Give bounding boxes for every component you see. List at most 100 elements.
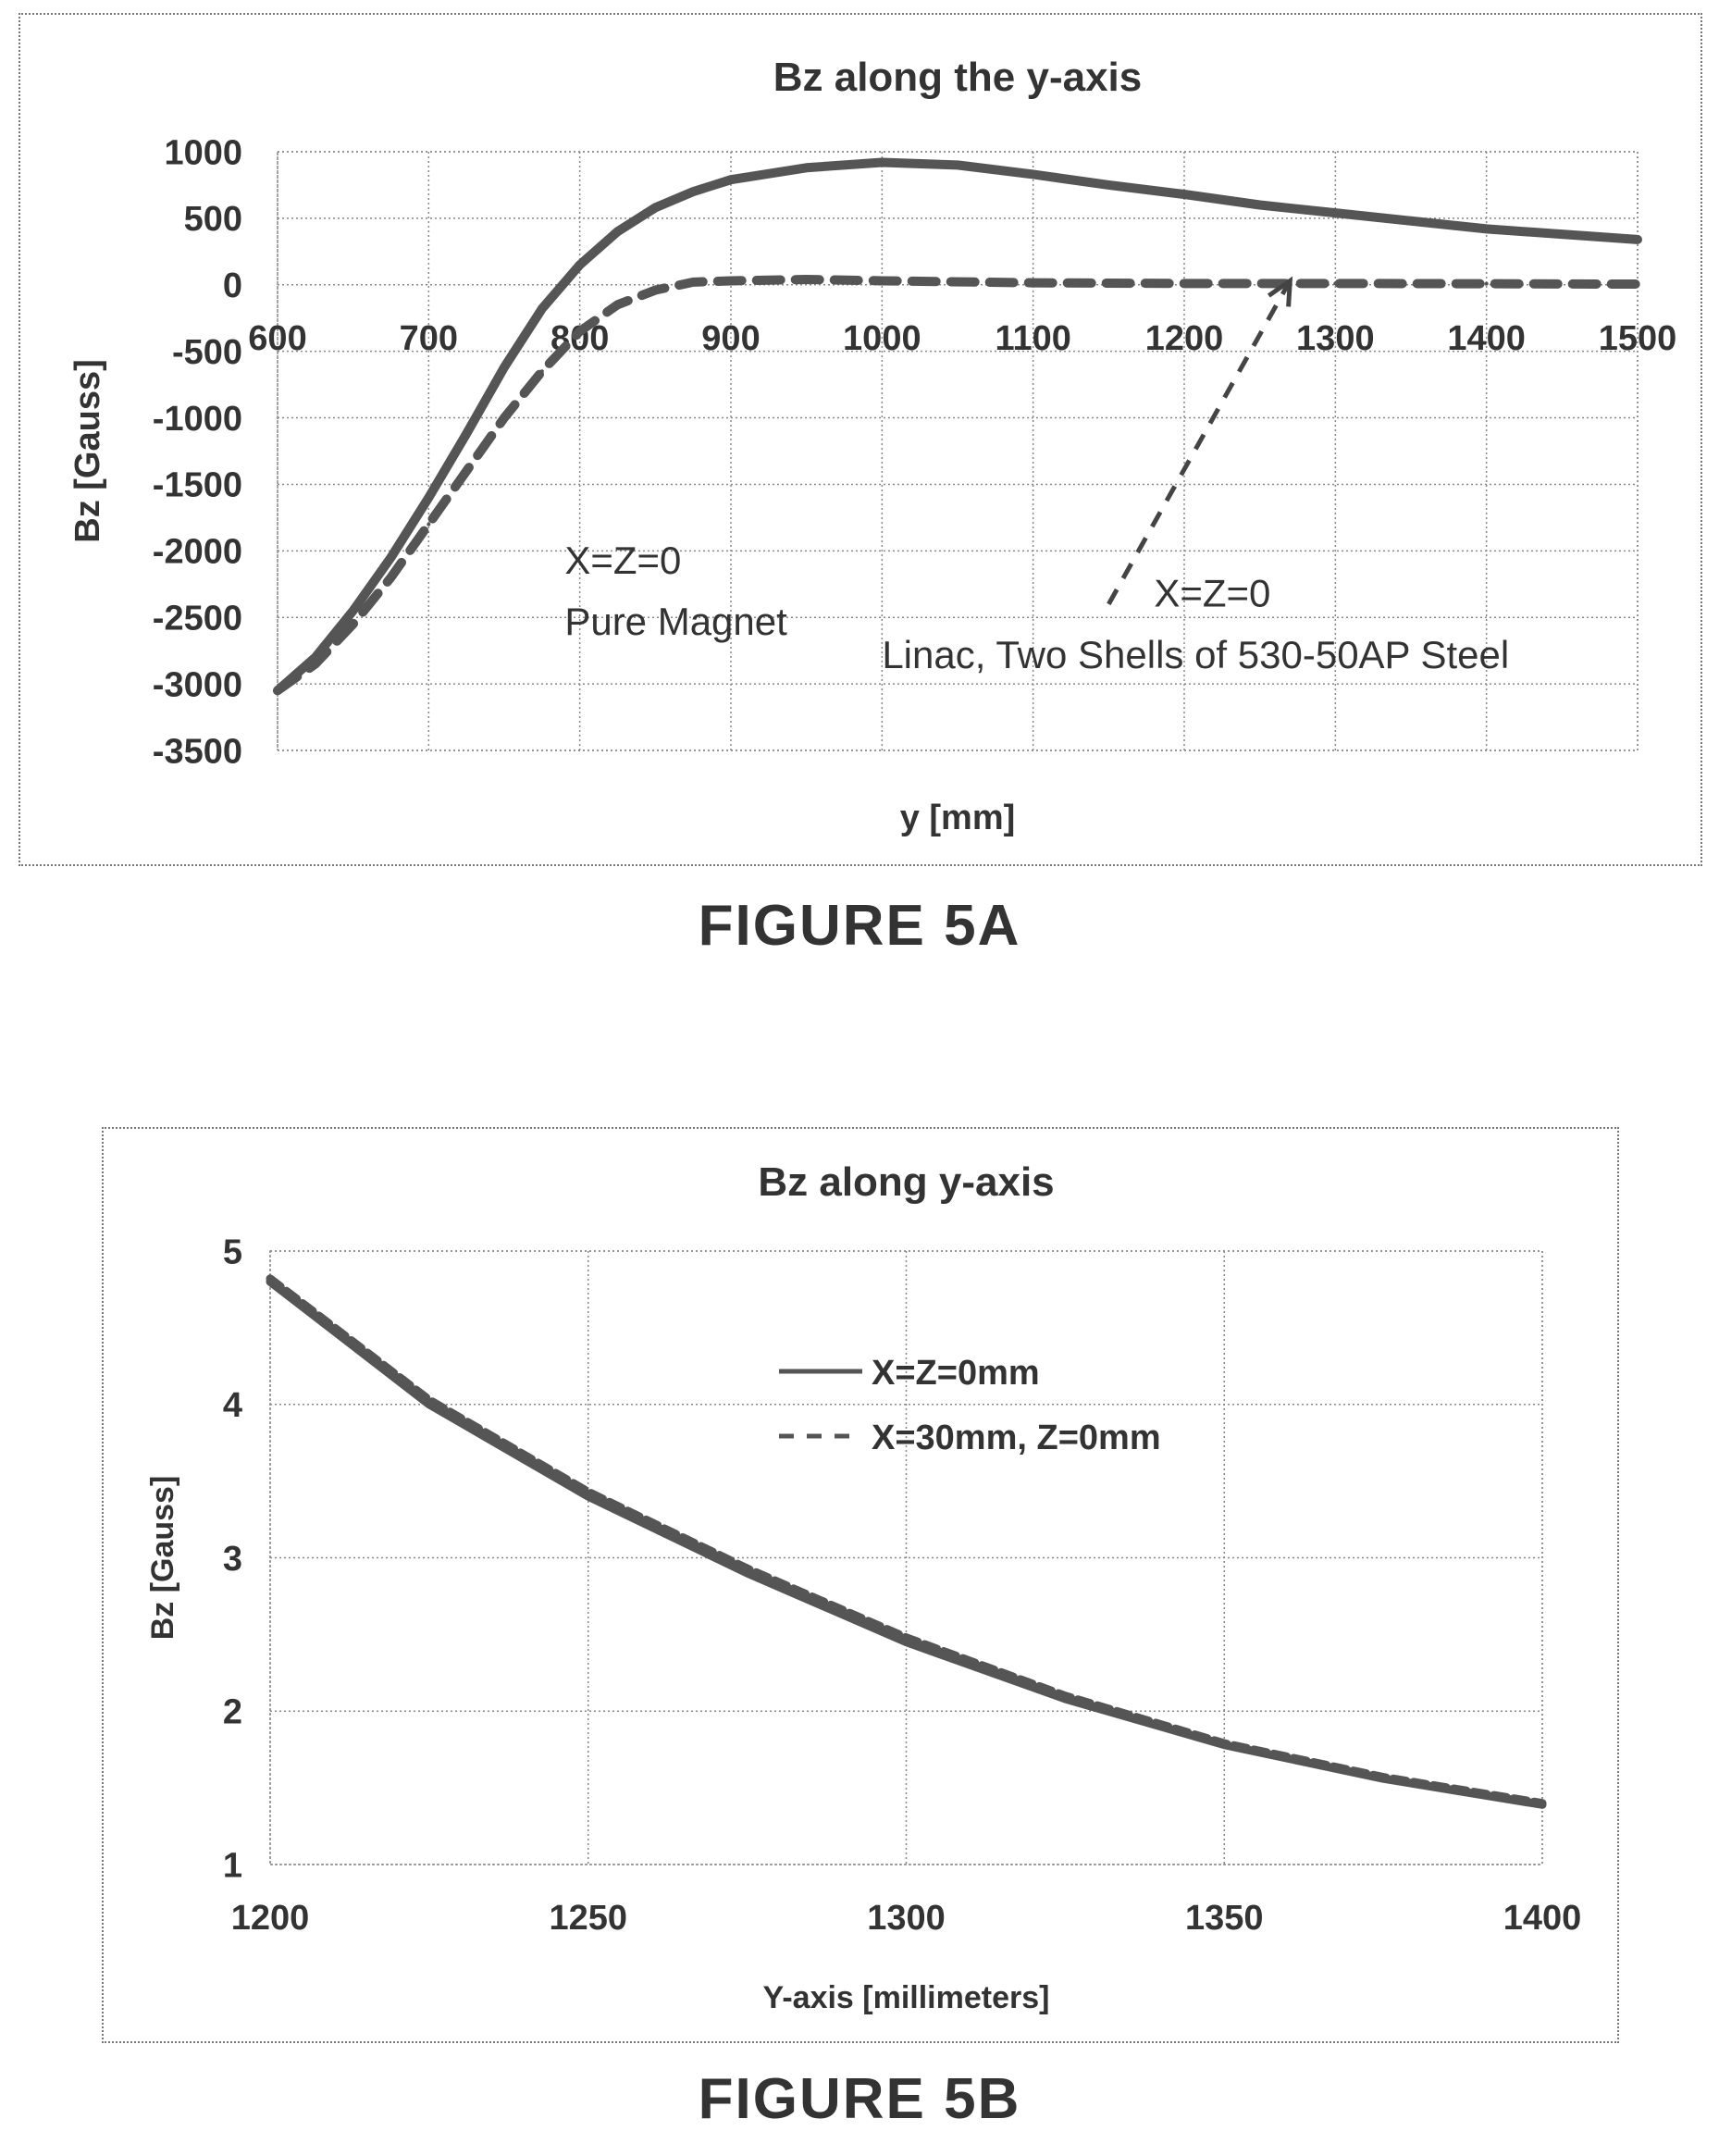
figure-5a-series-0-point bbox=[389, 555, 393, 560]
figure-5b-series-1-point bbox=[1540, 1801, 1544, 1805]
figure-5b-y-tick-label: 5 bbox=[223, 1233, 242, 1271]
figure-5a-y-tick-label: -3500 bbox=[153, 732, 242, 771]
figure-5a-series-1-point bbox=[276, 688, 279, 693]
figure-5a-series-0-point bbox=[1484, 227, 1489, 231]
figure-5a-annotation: Pure Magnet bbox=[564, 600, 787, 643]
figure-5a-series-1-point bbox=[427, 522, 431, 527]
figure-5a-x-tick-label: 900 bbox=[701, 319, 760, 358]
figure-5b-x-tick-label: 1200 bbox=[231, 1899, 310, 1938]
figure-5a-annotation: X=Z=0 bbox=[1154, 572, 1270, 615]
figure-5b-x-tick-label: 1250 bbox=[549, 1899, 627, 1938]
figure-5a-y-tick-label: -500 bbox=[172, 333, 242, 372]
figure-5a-series-1-point bbox=[313, 662, 317, 666]
figure-5b-y-tick-label: 3 bbox=[223, 1540, 242, 1579]
figure-5a-y-tick-label: -2000 bbox=[153, 533, 242, 572]
figure-5a-series-0-point bbox=[1031, 172, 1035, 177]
figure-5b-series-1-point bbox=[1063, 1693, 1068, 1698]
figure-5b-series-1-point bbox=[268, 1276, 272, 1281]
figure-5a-x-axis-title: y [mm] bbox=[900, 799, 1016, 837]
figure-5a-x-tick-label: 600 bbox=[248, 319, 306, 358]
figure-5a-plot-area bbox=[277, 151, 1639, 751]
figure-5a-y-axis-title: Bz [Gauss] bbox=[68, 359, 107, 542]
figure-5a-series-0-point bbox=[351, 609, 355, 613]
figure-5a-title: Bz along the y-axis bbox=[773, 55, 1143, 100]
figure-5a-x-tick-label: 1200 bbox=[1145, 319, 1224, 358]
figure-5b-plot-area bbox=[269, 1250, 1543, 1865]
figure-5a-series-0-point bbox=[1636, 237, 1639, 242]
figure-5b-panel: Bz along y-axis 5 4 3 2 1 1200 1250 1300 1350 1400… bbox=[102, 1127, 1619, 2043]
figure-5b-series-1-point bbox=[586, 1490, 590, 1494]
figure-5b-legend-label: X=30mm, Z=0mm bbox=[872, 1419, 1161, 1457]
figure-5a-series-1-point bbox=[804, 278, 809, 282]
figure-5b-title: Bz along y-axis bbox=[758, 1159, 1054, 1205]
figure-5b-x-tick-label: 1350 bbox=[1185, 1899, 1264, 1938]
figure-5a-series-0-point bbox=[577, 263, 582, 267]
figure-5a-series-0-point bbox=[1333, 211, 1338, 216]
figure-5b-x-axis-title: Y-axis [millimeters] bbox=[763, 1980, 1050, 2015]
figure-5a-series-1-point bbox=[1031, 280, 1035, 285]
figure-5a-y-tick-label: -1000 bbox=[153, 400, 242, 439]
figure-5a-y-tick-label: -2500 bbox=[153, 600, 242, 638]
figure-5a-y-tick-label: -3000 bbox=[153, 665, 242, 704]
figure-5a-y-tick-label: 500 bbox=[184, 200, 242, 239]
figure-5a-series-1-point bbox=[691, 279, 696, 284]
figure-5a-annotation: Linac, Two Shells of 530-50AP Steel bbox=[882, 633, 1509, 676]
figure-5b-series-1-point bbox=[427, 1397, 431, 1402]
figure-5a-x-tick-label: 700 bbox=[400, 319, 458, 358]
figure-5a-annotation-arrow-head bbox=[1267, 276, 1293, 307]
figure-5a-panel: Bz along the y-axis 1000 500 0 -500 -1000 -150… bbox=[19, 13, 1702, 866]
figure-5a-x-tick-label: 1000 bbox=[843, 319, 921, 358]
figure-5a-y-tick-label: 1000 bbox=[164, 133, 242, 172]
figure-5a-series-0-point bbox=[653, 205, 658, 210]
figure-5a-series-1-point bbox=[729, 279, 733, 283]
figure-5b-x-tick-label: 1300 bbox=[867, 1899, 946, 1938]
figure-5a-series-1-point bbox=[351, 622, 355, 626]
figure-5a-series-1-point bbox=[464, 469, 469, 474]
figure-5a-series-0-point bbox=[1257, 203, 1262, 207]
figure-5a-series-0-point bbox=[1409, 218, 1413, 223]
figure-5a-series-0-point bbox=[502, 365, 506, 369]
figure-5a-series-1-point bbox=[1636, 282, 1639, 287]
figure-5a-series-1-point bbox=[1484, 281, 1489, 286]
figure-5a-series-dashed-line bbox=[273, 275, 1642, 696]
figure-5a-y-tick-label: -1500 bbox=[153, 466, 242, 505]
figure-5a-x-tick-label: 1100 bbox=[995, 319, 1070, 358]
figure-5b-series-1-point bbox=[745, 1567, 749, 1571]
figure-5a-annotation-arrow bbox=[1107, 279, 1292, 606]
figure-5a-series-1-point bbox=[1333, 281, 1338, 286]
figure-5a-y-tick-label: 0 bbox=[223, 266, 242, 305]
figure-5a-series-1-point bbox=[653, 288, 658, 292]
figure-5a-series-0-point bbox=[729, 178, 733, 182]
figure-5b-caption: FIGURE 5B bbox=[698, 2067, 1021, 2131]
figure-5a-series-1-point bbox=[1182, 281, 1186, 286]
figure-5a-x-tick-label: 1500 bbox=[1599, 319, 1677, 358]
figure-5a-series-1-point bbox=[577, 329, 582, 334]
figure-5b-legend-label: X=Z=0mm bbox=[872, 1354, 1040, 1393]
figure-5b-series-1-point bbox=[904, 1635, 909, 1640]
figure-5a-annotation: X=Z=0 bbox=[564, 539, 681, 582]
figure-5b-series-1-point bbox=[1381, 1775, 1386, 1779]
figure-5a-series-0-point bbox=[691, 190, 696, 194]
figure-5a-series-1-point bbox=[880, 279, 884, 283]
figure-5b-series-1-point bbox=[1222, 1741, 1227, 1746]
figure-5a-series-1-point bbox=[539, 369, 544, 374]
figure-5a-series-0-point bbox=[1182, 192, 1186, 197]
figure-5a-x-tick-label: 1400 bbox=[1447, 319, 1526, 358]
figure-5b-y-tick-label: 2 bbox=[223, 1693, 242, 1732]
figure-5b-chart: Bz along y-axis 5 4 3 2 1 1200 1250 1300 1350 1400… bbox=[145, 1159, 1582, 2015]
figure-5b-y-tick-label: 1 bbox=[223, 1846, 242, 1885]
figure-5a-series-0-point bbox=[804, 166, 809, 170]
figure-5a-series-1-point bbox=[389, 576, 393, 580]
figure-5b-x-tick-label: 1400 bbox=[1503, 1899, 1582, 1938]
figure-5b-y-axis-title: Bz [Gauss] bbox=[145, 1476, 180, 1641]
figure-5a-series-0-point bbox=[956, 163, 959, 167]
figure-5b-y-tick-label: 4 bbox=[223, 1386, 242, 1425]
figure-5a-series-solid-line bbox=[273, 157, 1642, 696]
figure-5a-series-0-point bbox=[427, 495, 431, 500]
figure-5a-series-1-point bbox=[615, 303, 620, 307]
figure-5a-series-0-point bbox=[539, 306, 544, 311]
figure-5a-x-tick-label: 1300 bbox=[1296, 319, 1375, 358]
figure-5a-series-0-point bbox=[615, 229, 620, 234]
figure-5a-series-0-point bbox=[1560, 232, 1564, 237]
figure-5a-series-0-point bbox=[1107, 182, 1111, 187]
